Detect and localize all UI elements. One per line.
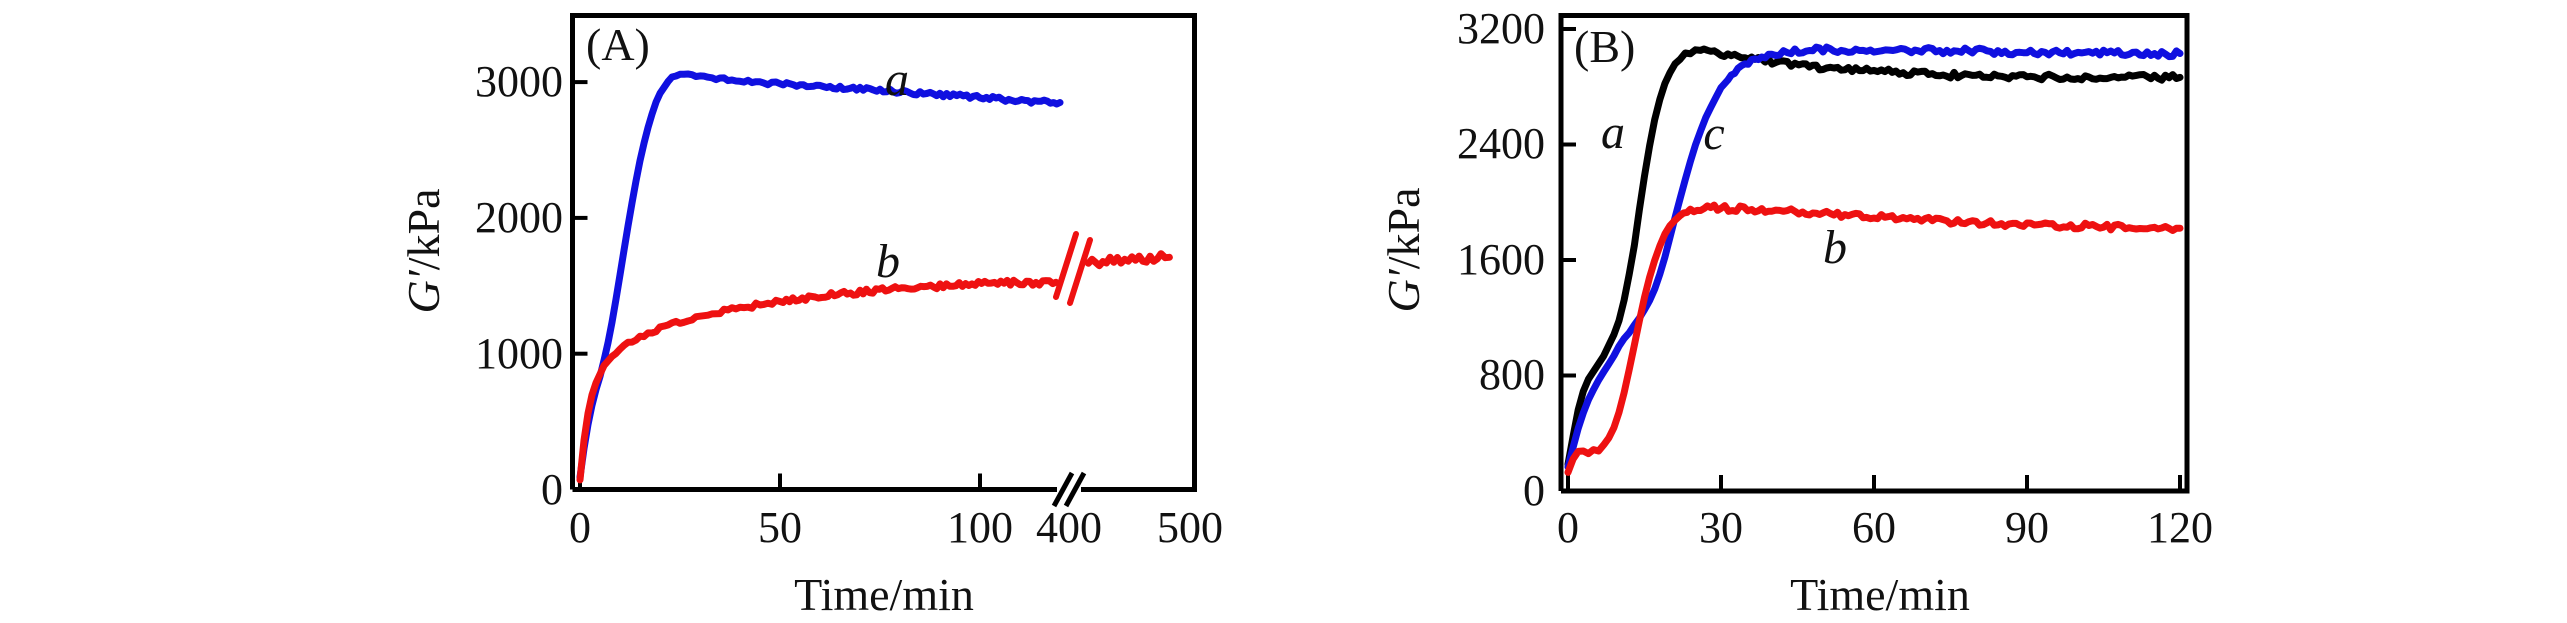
- y-tick-label: 1600: [1457, 234, 1545, 284]
- panel-a-y-axis-title: G′/kPa: [398, 188, 449, 314]
- x-tick-label: 100: [947, 503, 1013, 552]
- series-b-curve: [1084, 250, 1173, 270]
- y-tick-label: 3200: [1457, 3, 1545, 53]
- panel-b-y-axis-title: G′/kPa: [1378, 187, 1429, 313]
- axis-box: [570, 13, 1197, 492]
- curve-label-b: b: [1823, 221, 1847, 274]
- panel-a-label: (A): [586, 19, 650, 70]
- series-curves: [576, 70, 1173, 484]
- x-tick-label: 0: [1557, 503, 1579, 552]
- series-curves: [1564, 43, 2184, 476]
- axis-box: [1558, 13, 2190, 494]
- y-axis-unit: /kPa: [398, 188, 449, 271]
- x-tick-label: 60: [1852, 503, 1896, 552]
- axis-frame: [1558, 13, 2190, 494]
- curve-label-b: b: [876, 235, 900, 288]
- panel-b-plot-area: [1558, 13, 2190, 494]
- series-b-curve: [1564, 201, 2184, 476]
- series-b-break-slash: [1067, 237, 1093, 306]
- tick-marks: [574, 80, 982, 488]
- y-tick-label: 2000: [475, 192, 563, 242]
- y-axis-symbol: G′: [398, 270, 449, 314]
- series-c-curve: [1564, 43, 2184, 471]
- series-b-curve: [576, 276, 1060, 484]
- series-a-curve: [1564, 45, 2184, 468]
- curve-label-c: c: [1703, 107, 1725, 160]
- x-tick-label: 400: [1036, 503, 1102, 552]
- y-axis-unit: /kPa: [1378, 187, 1429, 270]
- series-b-break-slash: [1053, 231, 1079, 300]
- curve-label-a: a: [885, 53, 909, 106]
- x-tick-label: 90: [2005, 503, 2049, 552]
- tick-marks: [1562, 26, 2182, 490]
- axis-frame: [570, 13, 1197, 508]
- panel-b-x-axis-title: Time/min: [1790, 569, 1970, 620]
- y-tick-label: 0: [1523, 466, 1545, 515]
- axis-break-slash: [1063, 471, 1087, 508]
- panel-a-plot-area: [570, 13, 1197, 508]
- x-tick-label: 30: [1699, 503, 1743, 552]
- axis-break-slash: [1051, 471, 1075, 508]
- y-tick-label: 2400: [1457, 119, 1545, 169]
- panel-a-x-axis-title: Time/min: [794, 569, 974, 620]
- x-tick-label: 500: [1157, 503, 1223, 552]
- y-axis-symbol: G′: [1378, 269, 1429, 313]
- y-tick-label: 3000: [475, 57, 563, 107]
- series-a-curve: [576, 70, 1064, 481]
- x-tick-label: 120: [2147, 503, 2213, 552]
- y-tick-label: 800: [1479, 350, 1545, 400]
- x-tick-label: 50: [758, 503, 802, 552]
- panel-b-label: (B): [1574, 21, 1636, 72]
- curve-label-a: a: [1601, 106, 1625, 159]
- y-tick-label: 1000: [475, 328, 563, 378]
- x-tick-label: 0: [569, 503, 591, 552]
- y-tick-label: 0: [541, 464, 563, 514]
